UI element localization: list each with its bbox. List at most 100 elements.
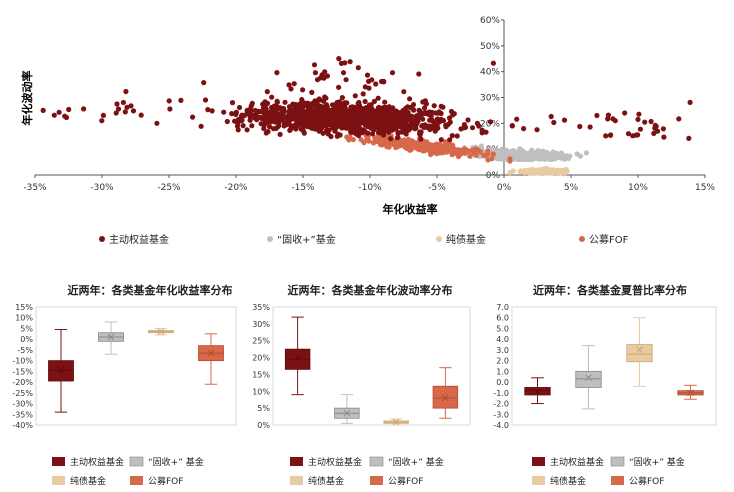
scatter-point [240,123,246,129]
scatter-point [434,122,440,128]
scatter-x-tick-label: -20% [224,183,248,193]
mean-marker [57,366,65,374]
scatter-point [100,112,106,118]
scatter-point [277,105,283,111]
y-tick-label: 0% [20,335,33,344]
plot-frame [511,306,717,426]
scatter-point [314,77,321,83]
legend-label-equity: 主动权益基金 [308,456,362,468]
scatter-point [128,103,134,109]
scatter-point [485,148,491,154]
scatter-point [120,99,126,106]
scatter-x-tick-label: -15% [291,183,315,193]
scatter-point [625,131,632,137]
scatter-point [473,146,479,152]
scatter-y-tick-label: 30% [480,94,500,104]
scatter-point [455,149,461,155]
mean-marker [157,328,165,336]
legend-label-fof: 公募FOF [589,233,629,246]
y-tick-label: -25% [12,389,33,398]
scatter-point [385,116,391,122]
scatter-point [434,143,441,149]
scatter-point [443,123,449,129]
legend-marker-equity [99,236,105,242]
mean-marker [294,354,301,361]
y-tick-label: -35% [12,410,33,419]
y-tick-label: -30% [12,400,33,409]
y-tick-label: -20% [12,378,33,387]
scatter-point [350,137,356,143]
y-tick-label: 35% [252,303,270,312]
scatter-point [299,115,305,121]
scatter-point [348,104,354,110]
scatter-point [661,134,667,140]
mean-marker [107,333,115,341]
scatter-point [381,125,387,131]
scatter-point [66,106,72,113]
scatter-point [369,77,375,83]
scatter-point [312,107,318,113]
scatter-point [536,149,542,155]
y-tick-label: -3.0 [493,410,509,419]
scatter-point [521,126,527,132]
scatter-point [245,108,251,114]
scatter-point [687,99,693,105]
box-equity [48,329,74,413]
scatter-point [583,150,590,156]
scatter-point [407,139,413,145]
scatter-point [341,124,348,131]
scatter-x-tick-label: -30% [90,183,114,193]
scatter-point [312,70,318,76]
scatter-point [288,86,294,92]
scatter-point [587,124,593,130]
scatter-point [383,110,389,117]
scatter-point [637,126,644,132]
scatter-y-tick-label: 0% [486,171,501,181]
scatter-point [229,100,236,106]
scatter-point [469,125,476,131]
scatter-point [264,89,270,95]
scatter-x-tick-label: 15% [695,183,715,193]
scatter-point [660,126,667,132]
scatter-point [483,129,489,135]
scatter-point [321,119,327,125]
scatter-point [479,130,485,136]
scatter-point [362,98,368,105]
scatter-point [594,112,600,119]
box-bond [626,317,653,387]
scatter-point [325,131,331,137]
scatter-point [284,122,290,128]
mean-marker [636,346,643,354]
scatter-point [293,101,299,108]
scatter-point [123,88,129,95]
scatter-point [421,142,427,148]
mean-marker [343,409,351,417]
scatter-point [336,56,342,62]
scatter-y-tick-label: 60% [480,16,500,26]
y-tick-label: 20% [252,354,270,363]
scatter-point [298,126,304,132]
scatter-point [358,128,364,134]
box-equity [524,377,551,405]
scatter-point [605,112,612,118]
scatter-point [635,116,641,122]
scatter-point [429,124,435,130]
scatter-point [318,125,325,131]
scatter-point [477,149,484,155]
scatter-point [490,60,496,66]
scatter-point [81,106,87,112]
scatter-point [307,106,313,112]
scatter-point [51,112,57,118]
scatter-point [269,94,275,100]
scatter-point [655,128,661,134]
scatter-point [239,117,245,123]
scatter-point [56,109,62,115]
scatter-point [378,119,384,125]
legend-label-bond: 纯债基金 [308,475,344,487]
scatter-point [326,113,332,119]
scatter-point [422,146,428,153]
y-tick-label: -4.0 [493,421,509,430]
scatter-point [447,137,453,143]
scatter-point [269,109,275,115]
scatter-point [334,111,340,118]
